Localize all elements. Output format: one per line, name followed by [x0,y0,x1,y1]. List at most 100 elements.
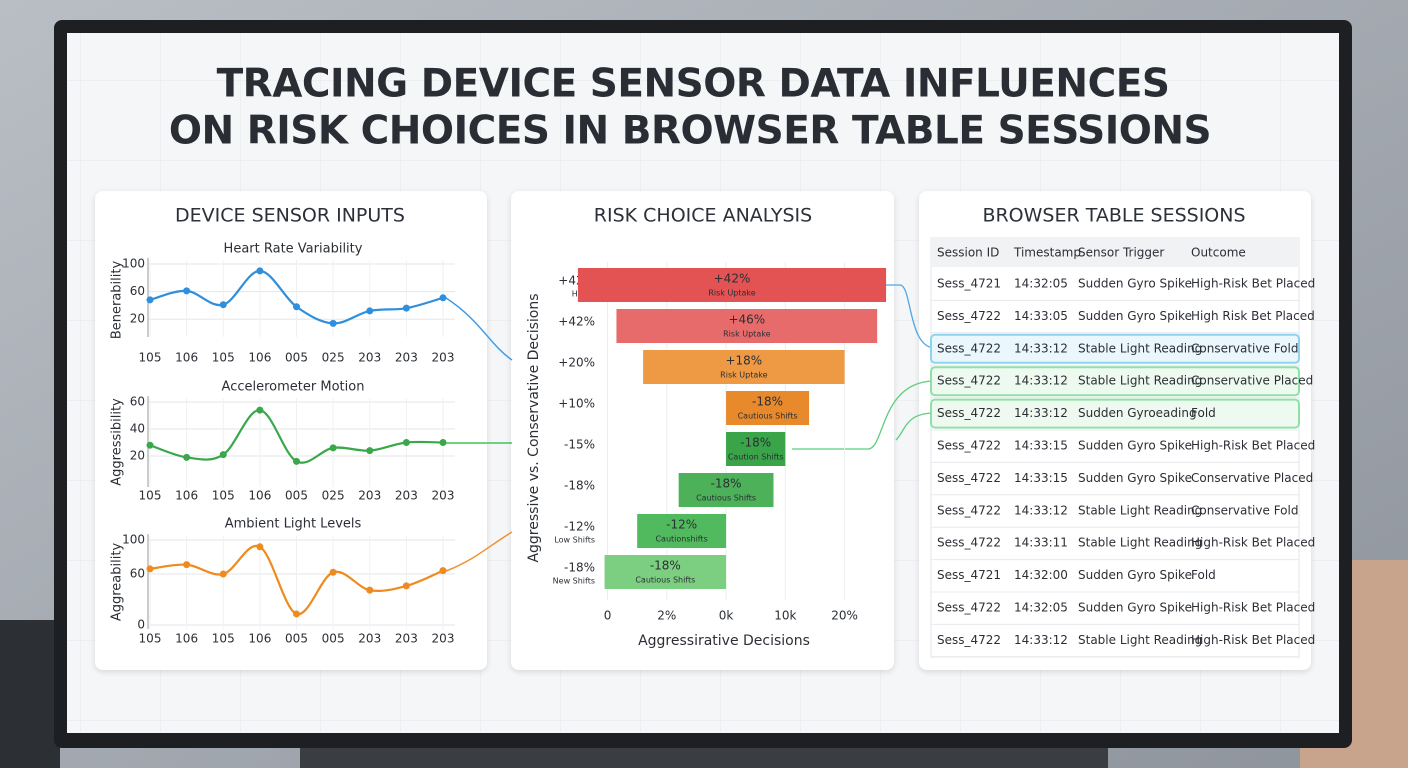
table-cell: Stable Light Reading [1078,503,1202,517]
table-cell: Sess_4722 [937,309,1001,323]
table-cell: Sess_4722 [937,536,1001,550]
table-cell: Sess_4722 [937,503,1001,517]
table-cell: High-Risk Bet Placed [1191,633,1315,647]
monitor-stand [300,748,1108,768]
desk-object [0,620,60,768]
row-highlight [930,333,1300,364]
x-tick-label: 106 [248,632,271,646]
point [183,453,191,461]
x-tick-label: 005 [285,632,308,646]
point [146,565,154,573]
table-cell: Sudden Gyro Spike [1078,439,1192,453]
bar-label: -18% [752,395,783,409]
table-cell: High-Risk Bet Placed [1191,439,1315,453]
bar-sublabel: Caution Shifts [728,453,784,462]
chart-title: Ambient Light Levels [225,517,362,532]
point [293,303,300,311]
point [256,267,264,275]
table-cell: Stable Light Reading [1078,536,1202,550]
bar-label: -18% [650,559,681,573]
bar-label: -12% [666,518,697,532]
table-cell: 14:32:05 [1014,277,1068,291]
panel [511,191,894,670]
x-tick-label: 203 [358,632,381,646]
y-tick-label: -18% [564,479,595,493]
point [366,586,374,594]
y-tick-label: 100 [122,533,145,547]
x-tick-label: 203 [395,351,418,365]
bar-label: +18% [725,354,762,368]
table-cell: Sess_4722 [937,633,1001,647]
table-cell: Sess_4721 [937,568,1001,582]
connector [895,412,936,441]
bar [577,268,887,302]
connector [792,380,936,450]
table-cell: 14:33:15 [1014,471,1068,485]
y-tick-label: 20 [130,312,145,326]
x-tick-label: 025 [322,489,345,503]
bar-sublabel: Risk Uptake [720,371,767,380]
x-tick-label: 105 [212,489,235,503]
x-tick-label: 0 [604,609,612,623]
connector [880,284,936,349]
x-tick-label: 106 [248,489,271,503]
bar [637,514,727,548]
table-cell: Stable Light Reading [1078,341,1202,355]
table-cell: 14:33:12 [1014,406,1068,420]
table-cell: Conservative Fold [1191,503,1298,517]
table-cell: 14:33:12 [1014,341,1068,355]
x-tick-label: 10k [774,609,796,623]
table-cell: 14:33:05 [1014,309,1068,323]
table-cell: 14:33:11 [1014,536,1068,550]
table-cell: Sudden Gyro Spike [1078,471,1192,485]
table-cell: High-Risk Bet Placed [1191,277,1315,291]
table-cell: Sess_4722 [937,341,1001,355]
page-title: ON RISK CHOICES IN BROWSER TABLE SESSION… [169,109,1211,154]
point [219,570,227,578]
table-cell: 14:33:12 [1014,374,1068,388]
row-highlight [930,398,1300,429]
table-cell: Stable Light Reading [1078,374,1202,388]
x-tick-label: 203 [432,632,455,646]
table-cell: Sudden Gyroeading [1078,406,1197,420]
y-tick-label: -15% [564,438,595,452]
x-tick-label: 20% [831,609,858,623]
bar-label: +46% [728,313,765,327]
y-tick-sublabel: New Shifts [553,577,595,586]
table-cell: 14:33:15 [1014,439,1068,453]
x-tick-label: 005 [285,489,308,503]
bar [726,432,786,466]
point [439,294,447,302]
x-tick-label: 105 [212,632,235,646]
x-tick-label: 0k [719,609,734,623]
bar-sublabel: Cautionshifts [655,535,707,544]
table-header-cell: Session ID [937,246,999,260]
x-axis-label: Aggressirative Decisions [638,633,810,649]
y-tick-label: +42% [558,315,595,329]
y-axis-label: Aggreability [110,543,125,622]
chart-title: Accelerometer Motion [222,380,365,395]
point [439,439,447,446]
x-tick-label: 2% [657,609,676,623]
x-tick-label: 203 [395,632,418,646]
table-cell: Fold [1191,406,1216,420]
table-header-cell: Sensor Trigger [1078,246,1164,260]
table-cell: Sess_4722 [937,406,1001,420]
x-tick-label: 203 [358,351,381,365]
table-cell: High-Risk Bet Placed [1191,601,1315,615]
table-cell: Sudden Gyro Spike [1078,277,1192,291]
y-tick-label: 60 [130,284,145,298]
table-cell: 14:32:00 [1014,568,1068,582]
x-tick-label: 105 [139,351,162,365]
x-tick-label: 203 [358,489,381,503]
panel-title: DEVICE SENSOR INPUTS [175,205,405,227]
panel-title: BROWSER TABLE SESSIONS [982,205,1245,227]
table-cell: Sudden Gyro Spike [1078,568,1192,582]
y-tick-label: -18% [564,561,595,575]
point [329,319,337,327]
y-tick-label: -12% [564,520,595,534]
point [256,406,264,414]
y-axis-label: Aggressive vs. Conservative Decisions [526,293,542,562]
y-tick-sublabel: Low Shifts [554,536,595,545]
